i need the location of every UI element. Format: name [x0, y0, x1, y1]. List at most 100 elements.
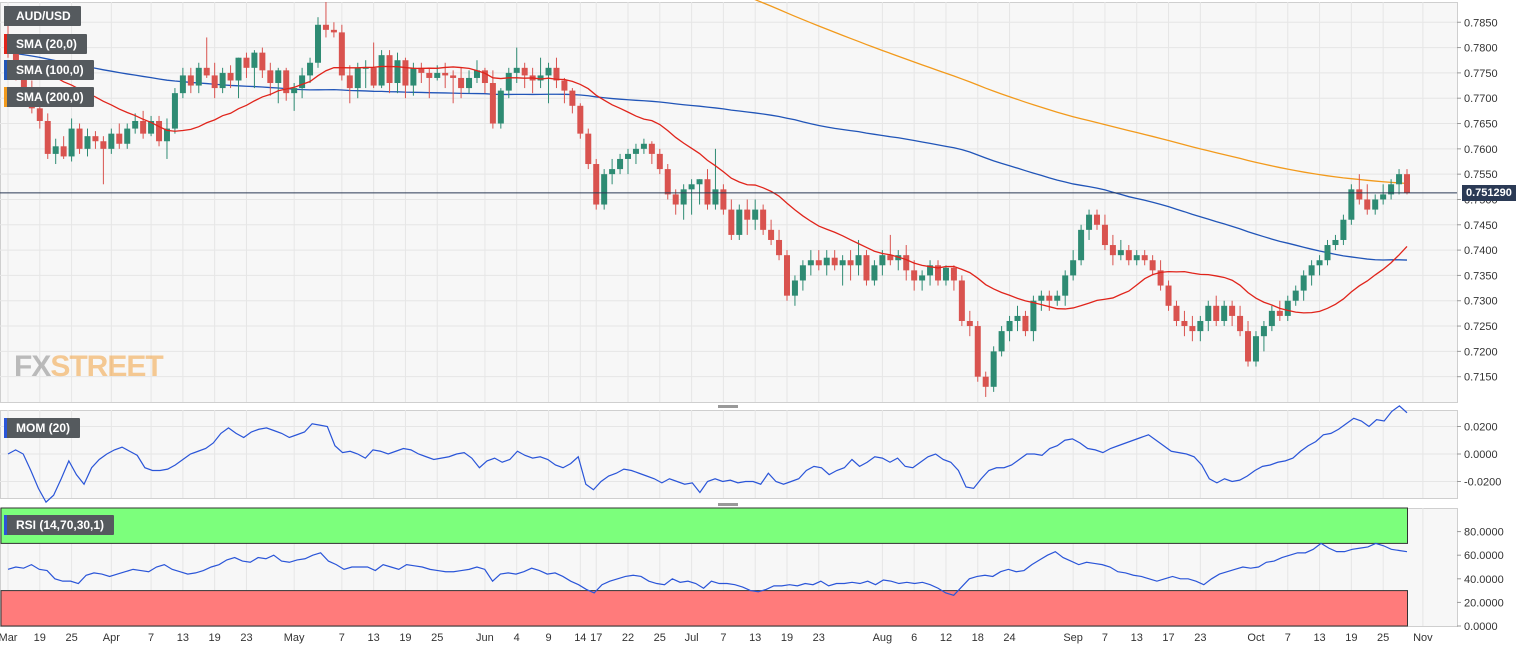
candle-body	[116, 133, 123, 144]
candle-body	[307, 62, 314, 76]
candle-body	[871, 265, 878, 281]
candle-body	[1237, 315, 1244, 332]
sma20-tag[interactable]: SMA (20,0)	[4, 34, 87, 54]
sma20-label: SMA (20,0)	[16, 37, 77, 51]
rsi-label: RSI (14,70,30,1)	[16, 518, 105, 532]
candle-body	[251, 52, 258, 68]
mom-tick-label: 0.0000	[1464, 449, 1498, 461]
candle-body	[76, 128, 83, 149]
price-tick-label: 0.7450	[1464, 220, 1498, 232]
candle-body	[473, 70, 480, 78]
candle-body	[728, 209, 735, 235]
candle-body	[1117, 250, 1124, 256]
candle-body	[990, 351, 997, 387]
candle-body	[648, 143, 655, 154]
candle-body	[227, 72, 234, 81]
candle-body	[1141, 255, 1148, 261]
candle-body	[1197, 320, 1204, 332]
mom-label: MOM (20)	[16, 421, 70, 435]
mom-tag[interactable]: MOM (20)	[4, 418, 80, 438]
candle-body	[680, 189, 687, 205]
candle-body	[569, 90, 576, 106]
instrument-tag[interactable]: AUD/USD	[4, 6, 81, 26]
date-tick-label: 13	[368, 632, 380, 644]
candle-body	[370, 67, 377, 86]
candle-body	[1276, 310, 1283, 316]
date-tick-label: 13	[177, 632, 189, 644]
rsi-oversold-zone	[0, 590, 1408, 627]
date-tick-label: 19	[1345, 632, 1357, 644]
candle-body	[903, 255, 910, 271]
date-tick-label: Apr	[103, 632, 120, 644]
candle-body	[1245, 331, 1252, 362]
date-tick-label: 7	[148, 632, 154, 644]
date-tick-label: 7	[1102, 632, 1108, 644]
candle-body	[998, 331, 1005, 352]
rsi-line	[7, 542, 1408, 597]
candle-body	[148, 120, 155, 134]
candle-body	[791, 280, 798, 296]
candle-body	[760, 209, 767, 230]
candle-body	[1189, 326, 1196, 332]
price-tick-label: 0.7300	[1464, 296, 1498, 308]
candle-body	[1388, 184, 1395, 195]
candle-body	[275, 70, 282, 84]
candle-body	[291, 88, 298, 94]
date-tick-label: 24	[1003, 632, 1015, 644]
price-tick-label: 0.7700	[1464, 93, 1498, 105]
logo-part-fx: FX	[14, 350, 51, 383]
mom-color-swatch	[4, 418, 7, 438]
candle-body	[1396, 174, 1403, 185]
candle-body	[378, 55, 385, 86]
candle-body	[839, 260, 846, 266]
candle-body	[1300, 275, 1307, 291]
candle-body	[1014, 315, 1021, 321]
rsi-tick-label: 40.0000	[1464, 574, 1504, 586]
candle-body	[100, 141, 107, 149]
candle-body	[577, 105, 584, 134]
candle-body	[704, 179, 711, 205]
date-tick-label: Jul	[685, 632, 699, 644]
date-tick-label: 23	[1194, 632, 1206, 644]
rsi-tag[interactable]: RSI (14,70,30,1)	[4, 515, 115, 535]
candle-body	[1404, 174, 1410, 193]
candle-body	[219, 72, 226, 89]
candle-body	[807, 260, 814, 266]
candle-body	[1316, 260, 1323, 266]
candle-body	[942, 267, 949, 281]
price-tick-label: 0.7150	[1464, 372, 1498, 384]
candle-body	[132, 120, 139, 129]
date-tick-label: 17	[1162, 632, 1174, 644]
candle-body	[20, 75, 27, 91]
candle-body	[1213, 305, 1220, 321]
pane-resize-grip-2	[718, 503, 738, 506]
rsi-tick-label: 60.0000	[1464, 550, 1504, 562]
candle-body	[354, 67, 361, 89]
candle-body	[489, 83, 496, 124]
candle-body	[831, 257, 838, 266]
candle-body	[84, 136, 91, 149]
candle-body	[442, 72, 449, 76]
date-tick-label: Mar	[0, 632, 18, 644]
candle-body	[235, 57, 242, 81]
price-tick-label: 0.7350	[1464, 270, 1498, 282]
price-tick-label: 0.7550	[1464, 169, 1498, 181]
candle-body	[1030, 300, 1037, 332]
price-tick-label: 0.7650	[1464, 119, 1498, 131]
candle-body	[1093, 214, 1100, 225]
candle-body	[362, 67, 369, 69]
date-tick-label: 25	[431, 632, 443, 644]
candle-body	[330, 29, 337, 33]
rsi-tick-label: 0.0000	[1464, 621, 1498, 633]
candle-body	[346, 75, 353, 89]
candle-body	[497, 90, 504, 124]
sma200-tag[interactable]: SMA (200,0)	[4, 87, 94, 107]
candle-body	[712, 189, 719, 205]
candle-body	[601, 174, 608, 205]
candle-body	[911, 270, 918, 281]
sma100-tag[interactable]: SMA (100,0)	[4, 60, 94, 80]
candle-body	[505, 72, 512, 91]
candle-body	[1292, 290, 1299, 301]
candle-body	[768, 229, 775, 240]
date-tick-label: 19	[781, 632, 793, 644]
